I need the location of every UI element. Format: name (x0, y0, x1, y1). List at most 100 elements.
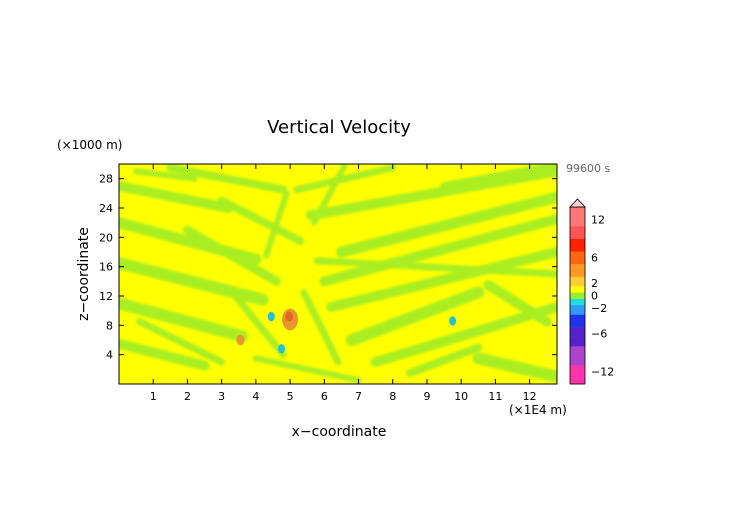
colorbar-segment (570, 301, 585, 306)
y-tick-label: 8 (106, 319, 113, 332)
colorbar-segment (570, 298, 585, 303)
colorbar-segment (570, 352, 585, 356)
colorbar-segment (570, 241, 585, 246)
x-tick-label: 9 (423, 390, 430, 403)
colorbar-segment (570, 257, 585, 262)
green-band (405, 343, 483, 377)
colorbar-tick-label: −2 (591, 302, 607, 315)
green-band (370, 302, 557, 367)
colorbar-segment (570, 365, 585, 369)
green-band (472, 352, 557, 383)
y-axis-label: z−coordinate (76, 227, 92, 321)
colorbar-segment (570, 323, 585, 328)
green-bands (119, 164, 557, 384)
green-band (133, 168, 198, 182)
x-tick-label: 4 (252, 390, 259, 403)
colorbar-tick-label: 2 (591, 277, 598, 290)
green-band (252, 355, 362, 384)
colorbar-segment (570, 333, 585, 337)
time-label: 99600 s (566, 162, 610, 175)
colorbar-segment (570, 267, 585, 271)
colorbar-segment (570, 361, 585, 366)
colorbar-segment (570, 339, 585, 344)
cyan-cell (449, 316, 457, 326)
green-band (319, 214, 557, 287)
colorbar-segment (570, 210, 585, 214)
cyan-cell (267, 311, 275, 322)
green-band (136, 318, 226, 366)
colorbar-segment (570, 374, 585, 378)
green-band (440, 164, 557, 190)
colorbar-segment (570, 263, 585, 268)
colorbar-segment (570, 304, 585, 309)
x-tick-label: 2 (184, 390, 191, 403)
green-band (119, 338, 210, 371)
colorbar-segment (570, 260, 585, 265)
green-band (313, 257, 557, 278)
colorbar-segment (570, 276, 585, 280)
chart-title: Vertical Velocity (267, 117, 411, 138)
colorbar-segment (570, 216, 585, 220)
colorbar-tick-label: 0 (591, 290, 598, 303)
colorbar-segment (570, 254, 585, 258)
x-tick-label: 12 (523, 390, 537, 403)
colorbar-segment (570, 251, 585, 255)
y-tick-label: 28 (99, 173, 113, 186)
colorbar-tick-label: 12 (591, 214, 605, 227)
colorbar-segment (570, 377, 585, 382)
x-tick-label: 3 (218, 390, 225, 403)
colorbar-segment (570, 292, 585, 296)
colorbar-segment (570, 346, 585, 350)
colorbar-tick-label: −12 (591, 365, 614, 378)
green-band (231, 292, 287, 359)
colorbar-segment (570, 355, 585, 360)
colorbar-segment (570, 282, 585, 287)
green-band (182, 225, 281, 286)
green-band (300, 288, 342, 366)
green-band (326, 247, 557, 312)
colorbar-segment (570, 244, 585, 249)
colorbar-tick-label: 6 (591, 252, 598, 265)
colorbar-segment (570, 371, 585, 375)
green-band (345, 286, 485, 346)
green-band (335, 191, 557, 258)
colorbar-segment (570, 342, 585, 347)
y-tick-label: 20 (99, 231, 113, 244)
green-band (305, 166, 557, 221)
colorbar-segment (570, 358, 585, 363)
colorbar-segment (570, 232, 585, 236)
green-band (217, 196, 305, 245)
y-tick-label: 16 (99, 261, 113, 274)
colorbar-segment (570, 380, 585, 385)
green-band (119, 181, 234, 213)
colorbar-segment (570, 330, 585, 334)
colorbar-segment (570, 314, 585, 318)
colorbar-segment (570, 270, 585, 274)
x-tick-label: 1 (150, 390, 157, 403)
x-tick-label: 7 (355, 390, 362, 403)
colorbar-segment (570, 286, 585, 290)
x-tick-label: 8 (389, 390, 396, 403)
green-band (119, 297, 249, 343)
colorbar-segment (570, 222, 585, 227)
colorbar-extend-arrow (569, 198, 586, 208)
y-tick-label: 12 (99, 290, 113, 303)
colorbar-segment (570, 295, 585, 299)
colorbar: 12 6 20−2 −6 −12 (569, 198, 614, 385)
colorbar-segment (570, 308, 585, 312)
green-band (166, 164, 288, 194)
x-unit-label: (×1E4 m) (509, 403, 567, 417)
colorbar-segment (570, 349, 585, 353)
cyan-cell (278, 344, 286, 354)
green-band (263, 190, 290, 259)
colorbar-segment (570, 229, 585, 233)
plot-area (119, 164, 557, 384)
colorbar-segment (570, 289, 585, 293)
colorbar-segment (570, 368, 585, 372)
y-tick-label: 4 (106, 349, 113, 362)
x-tick-label: 6 (321, 390, 328, 403)
orange-cell (236, 334, 245, 346)
colorbar-segment (570, 235, 585, 239)
colorbar-segment (570, 248, 585, 252)
